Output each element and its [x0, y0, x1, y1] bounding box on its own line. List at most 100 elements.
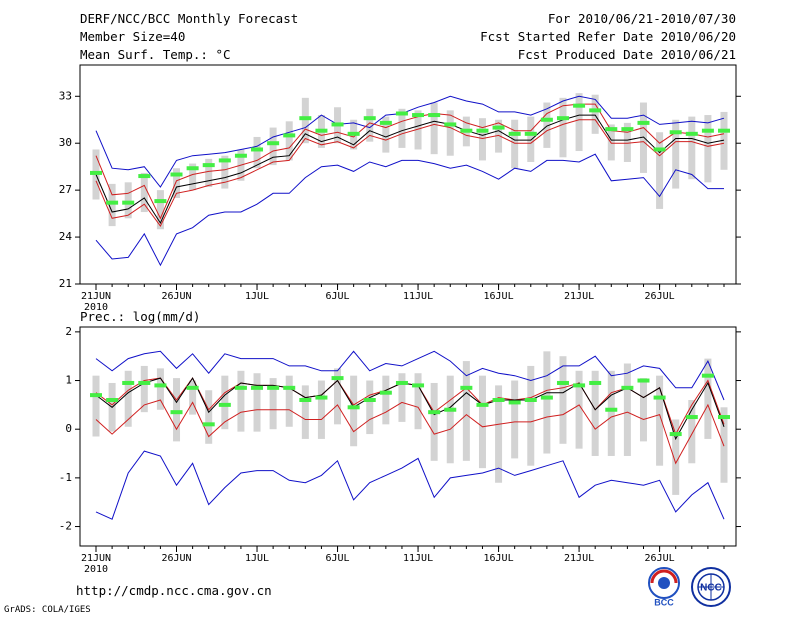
prec-box: [173, 378, 181, 442]
prec-box: [639, 378, 647, 442]
prec-box: [140, 365, 148, 413]
prec-median-marker: [315, 395, 328, 400]
temp-median-marker: [412, 113, 425, 118]
prec-median-marker: [363, 398, 376, 402]
temp-box: [140, 172, 148, 213]
prec-median-marker: [106, 398, 119, 402]
ncc-logo: NCC: [691, 567, 731, 607]
temp-median-marker: [460, 128, 473, 133]
temp-box: [382, 116, 390, 153]
temp-frame: [79, 64, 737, 285]
temp-median-marker: [251, 147, 264, 152]
prec-box: [189, 380, 197, 415]
prec-envelope-max-line: [95, 350, 725, 401]
prec-box: [688, 400, 696, 464]
prec-box: [575, 370, 583, 449]
prec-median-marker: [701, 373, 714, 378]
prec-box: [607, 370, 615, 456]
prec-median-marker: [251, 385, 264, 390]
prec-box: [253, 373, 261, 432]
temp-box: [495, 119, 503, 153]
temp-upper-line: [95, 103, 725, 220]
prec-lower-line: [95, 399, 725, 465]
prec-x-tick-label: 11JUL: [403, 553, 433, 564]
prec-median-marker: [331, 376, 344, 381]
prec-box: [156, 368, 164, 410]
prec-median-marker: [138, 380, 151, 385]
temp-box: [639, 102, 647, 173]
temp-median-marker: [122, 200, 135, 205]
temp-median-marker: [106, 200, 119, 205]
prec-box: [317, 380, 325, 439]
prec-box: [350, 375, 358, 447]
temp-box: [285, 121, 293, 161]
prec-box: [430, 382, 438, 461]
temp-median-marker: [363, 116, 376, 121]
temperature-chart: 21 24 27 30 33 21JUN 26JUN 1JUL 6JUL 11JUL 16JUL 21…: [59, 64, 741, 310]
prec-box: [543, 351, 551, 454]
temp-x-year-label: 2010: [84, 302, 108, 310]
prec-box: [237, 370, 245, 432]
forecast-produced-date: Fcst Produced Date 2010/06/21: [517, 47, 736, 62]
temp-envelope-max-line: [95, 95, 725, 188]
prec-x-tick-label: 1JUL: [245, 553, 269, 564]
temp-median-marker: [202, 163, 215, 168]
temp-median-marker: [218, 158, 231, 163]
temp-y-tick-label: 27: [59, 183, 72, 196]
prec-median-marker: [122, 380, 135, 385]
source-url[interactable]: http://cmdp.ncc.cma.gov.cn: [76, 583, 272, 598]
prec-frame: [79, 326, 737, 547]
prec-box: [269, 378, 277, 430]
prec-x-tick-label: 21JUN: [81, 553, 111, 564]
temp-median-marker: [589, 108, 602, 113]
temp-median-marker: [492, 125, 505, 130]
prec-median-marker: [170, 410, 183, 415]
temp-box: [656, 132, 664, 209]
temp-median-marker: [476, 128, 489, 133]
prec-box: [92, 375, 100, 437]
precipitation-chart: -2 -1 0 1 2 21JUN 26JUN 1JUL 6JUL 11JUL 16JUL 21JUL…: [59, 325, 741, 575]
prec-box: [672, 419, 680, 495]
bcc-logo-text: BCC: [654, 597, 674, 607]
temp-box: [398, 108, 406, 148]
temp-median-marker: [428, 113, 441, 118]
prec-median-marker: [460, 385, 473, 390]
prec-y-tick-label: 2: [65, 325, 72, 338]
prec-median-marker: [573, 383, 586, 388]
temp-median-marker: [186, 166, 199, 171]
temp-box: [446, 110, 454, 156]
prec-box: [527, 365, 535, 466]
temp-y-tick-label: 30: [59, 136, 72, 149]
temp-x-tick-label: 21JUN: [81, 291, 111, 302]
temp-box: [108, 183, 116, 227]
prec-y-tick-label: 1: [65, 374, 72, 387]
temp-box: [366, 108, 374, 142]
temp-box: [205, 158, 213, 188]
temp-x-tick-label: 21JUL: [564, 291, 594, 302]
temp-box: [704, 115, 712, 183]
temp-x-tick-label: 26JUN: [161, 291, 191, 302]
prec-x-tick-label: 6JUL: [325, 553, 349, 564]
temp-box: [173, 168, 181, 198]
temp-median-marker: [718, 128, 730, 133]
temp-lower-line: [95, 119, 725, 228]
prec-x-tick-label: 26JUN: [161, 553, 191, 564]
temp-x-tick-label: 16JUL: [484, 291, 514, 302]
prec-median-marker: [492, 398, 505, 402]
prec-median-marker: [412, 383, 425, 388]
temp-box: [688, 116, 696, 180]
temp-x-tick-label: 11JUL: [403, 291, 433, 302]
temp-median-marker: [444, 122, 457, 127]
temp-median-marker: [347, 131, 360, 136]
temp-box: [414, 110, 422, 150]
prec-y-tick-label: -2: [59, 520, 72, 533]
prec-box: [301, 385, 309, 439]
temp-median-marker: [234, 153, 247, 158]
prec-median-marker: [395, 380, 408, 385]
prec-median-marker: [556, 380, 569, 385]
temp-median-marker: [637, 120, 650, 125]
prec-box: [285, 375, 293, 427]
grads-credit: GrADS: COLA/IGES: [4, 605, 91, 615]
temp-x-tick-label: 6JUL: [325, 291, 349, 302]
prec-x-tick-label: 26JUL: [645, 553, 675, 564]
